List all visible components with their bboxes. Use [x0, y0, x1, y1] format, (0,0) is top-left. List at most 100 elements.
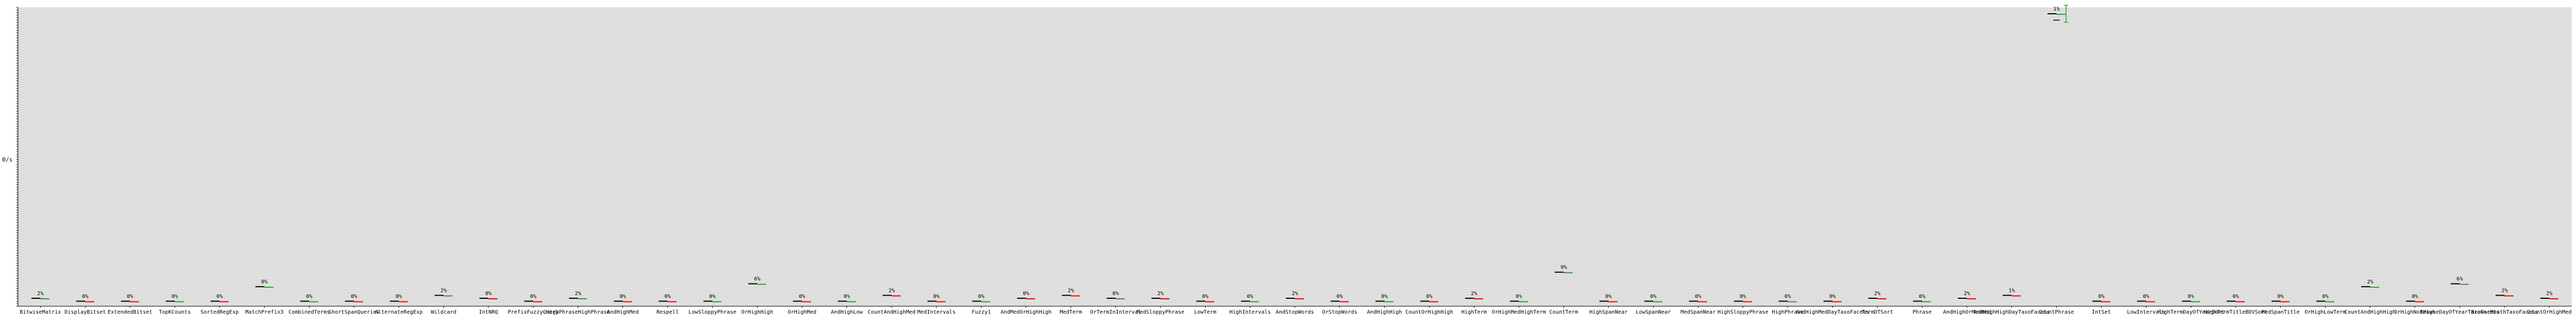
grid-lines	[18, 7, 2572, 307]
x-tick-label: CombinedTerms	[288, 309, 330, 315]
x-tick-label: CountPhrase	[2039, 309, 2074, 315]
data-label: 2%	[575, 291, 581, 297]
x-tick-label: AndHighLow	[831, 309, 863, 315]
data-label: 0%	[933, 294, 940, 300]
x-tick-label: CountAndHighHigh	[2345, 309, 2396, 315]
data-label: 0%	[82, 294, 88, 300]
data-label: 0%	[1112, 291, 1119, 297]
data-label: 0%	[2322, 294, 2328, 300]
data-label: 0%	[485, 291, 492, 297]
x-tick-label: Wildcard	[431, 309, 456, 315]
data-label: 0%	[171, 294, 178, 300]
data-label: 2%	[1157, 291, 1164, 297]
x-tick-label: CountAndHighMed	[868, 309, 915, 315]
x-tick-label: ExtendedBitset	[108, 309, 152, 315]
x-tick-label: OrHighNotHigh	[2394, 309, 2436, 315]
data-label: 2%	[1471, 291, 1477, 297]
data-label: 2%	[2501, 288, 2508, 294]
data-label: 0%	[1606, 294, 1612, 300]
data-label: 2%	[1964, 291, 1970, 297]
x-tick-label: MedSpanNear	[1681, 309, 1716, 315]
data-label: 0%	[2098, 294, 2105, 300]
data-label: 0%	[396, 294, 402, 300]
data-label: 2%	[37, 291, 43, 297]
x-tick-label: AndHighOrMedMed	[1943, 309, 1991, 315]
x-tick-label: AndMedOrHighHigh	[1001, 309, 1051, 315]
x-tick-label: AndHighHigh	[1367, 309, 1402, 315]
data-label: 0%	[620, 294, 626, 300]
x-tick-label: CountOrHighMed	[2527, 309, 2572, 315]
data-label: 0%	[261, 279, 268, 285]
x-tick-label: MedIntervals	[918, 309, 956, 315]
data-label: 0%	[665, 294, 671, 300]
data-label: 0%	[2233, 294, 2239, 300]
data-label: 0%	[1695, 294, 1701, 300]
data-label: 2%	[2546, 291, 2553, 297]
x-tick-label: CountTerm	[1549, 309, 1578, 315]
x-tick-label: MedTerm	[1060, 309, 1082, 315]
data-label: 0%	[2412, 294, 2418, 300]
data-label: 0%	[978, 294, 984, 300]
data-label: 0%	[1740, 294, 1746, 300]
x-tick-label: OrHighLowTerm	[2305, 309, 2346, 315]
data-label: 6%	[2456, 277, 2463, 282]
x-tick-label: OrHighMedHighTerm	[1492, 309, 1546, 315]
data-label: 2%	[1874, 291, 1881, 297]
x-tick-label: MedSloppyPhrase	[1137, 309, 1184, 315]
x-tick-label: OrTermInInterval	[1090, 309, 1141, 315]
x-axis-tick-labels: BitwiseMatrix DisplayBitset ExtendedBitset…	[20, 306, 2572, 315]
x-tick-label: MedSpanTitle	[2262, 309, 2300, 315]
data-label: 9%	[1561, 265, 1567, 271]
data-label: 0%	[1247, 294, 1253, 300]
data-label: 0%	[1202, 294, 1209, 300]
data-label: 1%	[2053, 6, 2060, 12]
data-label: 0%	[1337, 294, 1343, 300]
data-label: 0%	[351, 294, 357, 300]
x-tick-label: HighPhraseHighPhrase	[546, 309, 610, 315]
x-tick-label: HighIntervals	[1229, 309, 1271, 315]
data-label: 0%	[799, 294, 805, 300]
x-tick-label: SortedRegExp	[201, 309, 239, 315]
data-label: 0%	[1516, 294, 1522, 300]
x-tick-label: OrHighMed	[788, 309, 817, 315]
x-tick-label: IntNRQ	[479, 309, 498, 315]
y-axis-label: 0/s	[2, 156, 13, 163]
x-tick-label: AndHighMedDayTaxoFacets	[1796, 309, 1869, 315]
x-tick-label: Phrase	[1912, 309, 1931, 315]
data-label: 0%	[1829, 294, 1836, 300]
x-tick-label: DisplayBitset	[65, 309, 106, 315]
data-label: 0%	[843, 294, 850, 300]
data-label: 0%	[2278, 294, 2284, 300]
data-label: 2%	[1292, 291, 1298, 297]
x-tick-label: OrStopWords	[1322, 309, 1357, 315]
x-tick-label: LowSpanNear	[1636, 309, 1671, 315]
x-tick-label: Respell	[657, 309, 679, 315]
x-tick-label: BrowseMonthTaxoFacets	[2471, 309, 2538, 315]
data-label: 1%	[2009, 288, 2015, 294]
x-tick-label: ShortSpanQueries	[329, 309, 379, 315]
data-label: 0%	[2143, 294, 2149, 300]
data-label: 0%	[1919, 294, 1925, 300]
data-label: 0%	[1023, 291, 1029, 297]
x-tick-label: TopKCounts	[159, 309, 191, 315]
x-tick-label: HighTermTitleBDVSort	[2204, 309, 2267, 315]
data-label: 0%	[1650, 294, 1656, 300]
x-tick-label: OrHighHigh	[741, 309, 773, 315]
x-tick-label: LowIntervals	[2127, 309, 2165, 315]
data-label: 0%	[1426, 294, 1432, 300]
x-tick-label: TermDTSort	[1862, 309, 1893, 315]
data-label: 0%	[530, 294, 537, 300]
x-tick-label: CountOrHighHigh	[1405, 309, 1453, 315]
x-tick-label: AndHighMed	[607, 309, 639, 315]
data-label: 0%	[709, 294, 715, 300]
x-tick-label: PrefixFuzzyQuery	[508, 309, 559, 315]
x-tick-label: IntSet	[2092, 309, 2111, 315]
x-tick-label: HighTermDayOfYearSort	[2157, 309, 2224, 315]
data-label: 2%	[1068, 288, 1074, 294]
data-label: 2%	[2367, 279, 2373, 285]
x-tick-label: HighSpanNear	[1590, 309, 1628, 315]
x-tick-label: HighTerm	[1462, 309, 1487, 315]
data-label: 0%	[127, 294, 133, 300]
x-tick-label: HighPhrase	[1772, 309, 1803, 315]
